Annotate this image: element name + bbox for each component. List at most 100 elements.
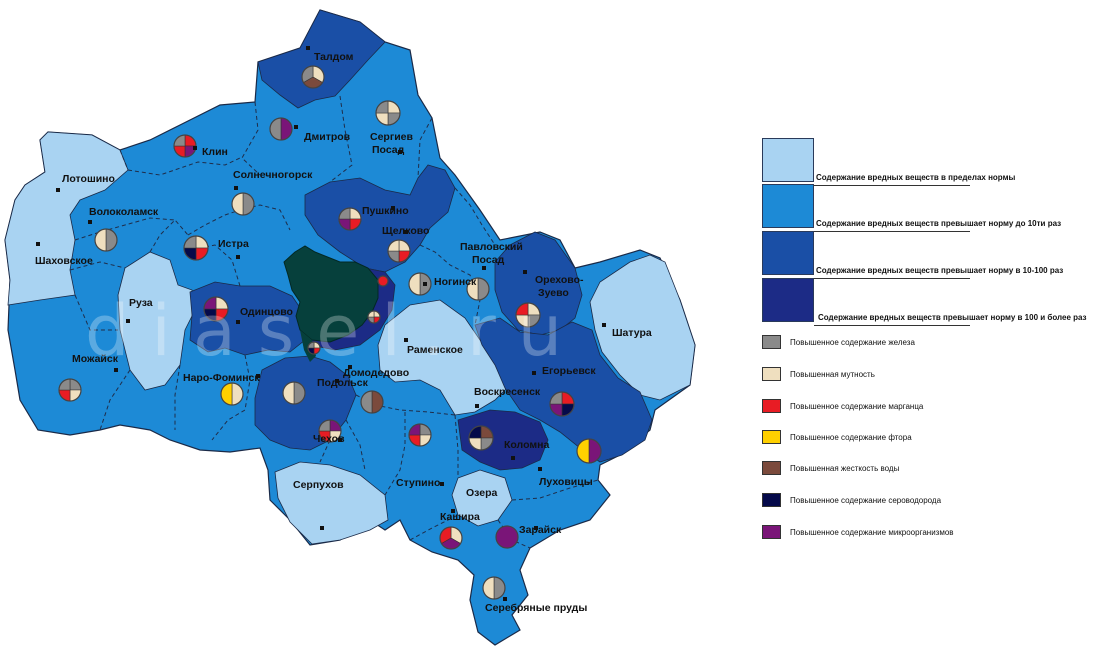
- pie-outline: [468, 425, 494, 451]
- pie-moscow-small3: [307, 341, 321, 355]
- pie-outline: [466, 277, 490, 301]
- city-label-pavlposad2: Посад: [472, 254, 505, 266]
- city-marker-shakhovskoe: [36, 242, 40, 246]
- district-border: [69, 261, 126, 271]
- city-label-kashira: Кашира: [440, 511, 480, 523]
- city-marker-shchelkovo: [404, 230, 408, 234]
- pie-klin: [173, 134, 197, 158]
- city-marker-serpukhov: [320, 526, 324, 530]
- pie-stupino: [408, 423, 432, 447]
- city-label-mozhaysk: Можайск: [72, 353, 119, 365]
- city-label-orekhovo2: Зуево: [538, 287, 569, 299]
- city-label-ramenskoe: Раменское: [407, 344, 463, 356]
- city-label-lukhovitsy: Луховицы: [539, 476, 593, 488]
- zone-serpukhov: [274, 461, 389, 545]
- city-marker-orekhovo2: [523, 270, 527, 274]
- city-label-ruza: Руза: [129, 297, 153, 309]
- city-marker-kashira: [451, 509, 455, 513]
- city-marker-dmitrov: [294, 125, 298, 129]
- district-border: [74, 217, 176, 241]
- city-label-domodedovo: Домодедово: [343, 367, 409, 379]
- city-label-stupino: Ступино: [396, 477, 440, 489]
- pie-kolomna: [468, 425, 494, 451]
- pie-shchelkovo: [387, 239, 411, 263]
- city-marker-voskresensk: [475, 404, 479, 408]
- pie-outline: [307, 341, 321, 355]
- district-border: [174, 364, 181, 430]
- city-label-dmitrov: Дмитров: [304, 131, 351, 143]
- city-label-klin: Клин: [202, 146, 228, 158]
- city-label-pavlposad1: Павловский: [460, 241, 523, 253]
- city-marker-klin: [193, 146, 197, 150]
- city-marker-lotoshino: [56, 188, 60, 192]
- pie-istra: [183, 235, 209, 261]
- watermark: diasel.ru: [85, 290, 584, 372]
- district-border: [384, 412, 406, 496]
- city-label-shatura: Шатура: [612, 327, 652, 339]
- pie-outline: [549, 391, 575, 417]
- city-label-istra: Истра: [218, 238, 249, 250]
- city-marker-podolsk: [335, 379, 339, 383]
- city-marker-serprudy: [503, 597, 507, 601]
- city-marker-egorievsk: [532, 371, 536, 375]
- pie-lukhovitsy: [576, 438, 602, 464]
- city-marker-ruza: [126, 319, 130, 323]
- city-label-taldom: Талдом: [314, 51, 354, 63]
- pie-serprudy: [482, 576, 506, 600]
- pie-outline: [301, 65, 325, 89]
- city-label-sergiev2: Посад: [372, 144, 405, 156]
- pie-outline: [408, 272, 432, 296]
- district-border: [149, 219, 189, 253]
- pie-slice-manganese: [378, 276, 388, 286]
- district-border: [329, 95, 353, 183]
- city-label-orekhovo1: Орехово-: [535, 274, 584, 286]
- district-border: [211, 354, 251, 441]
- pie-chekhov: [318, 419, 342, 443]
- pie-kashira: [439, 526, 463, 550]
- city-marker-taldom: [306, 46, 310, 50]
- city-label-pushkino: Пушкино: [362, 205, 409, 217]
- city-label-voskresensk: Воскресенск: [474, 386, 541, 398]
- zone-kolomna: [457, 409, 549, 471]
- city-label-shakhovskoe: Шаховское: [35, 255, 93, 267]
- city-marker-mozhaysk: [114, 368, 118, 372]
- pie-outline: [58, 378, 82, 402]
- pie-dmitrov: [269, 117, 293, 141]
- pie-outline: [367, 310, 381, 324]
- pie-outline: [482, 576, 506, 600]
- moscow-city: [283, 245, 379, 343]
- city-marker-zaraysk: [534, 526, 538, 530]
- city-label-sergiev1: Сергиев: [370, 131, 414, 143]
- city-label-serpukhov: Серпухов: [293, 479, 344, 491]
- district-border: [454, 414, 459, 478]
- city-label-podolsk: Подольск: [317, 377, 369, 389]
- city-label-solnech: Солнечногорск: [233, 169, 313, 181]
- pie-outline: [439, 526, 463, 550]
- zone-orekhovo: [494, 231, 583, 336]
- pie-pushkino: [338, 207, 362, 231]
- pie-outline: [282, 381, 306, 405]
- district-border: [119, 149, 129, 171]
- zone-ruza: [117, 251, 196, 391]
- district-border: [241, 101, 261, 176]
- district-border: [511, 479, 599, 501]
- zone-pushkino-shchelkovo: [304, 164, 456, 273]
- city-marker-shatura: [602, 323, 606, 327]
- pie-outline: [203, 296, 229, 322]
- pie-outline: [360, 390, 384, 414]
- city-label-ozery: Озера: [466, 487, 498, 499]
- city-marker-istra: [236, 255, 240, 259]
- pie-outline: [408, 423, 432, 447]
- city-marker-naro: [256, 374, 260, 378]
- city-marker-stupino: [440, 482, 444, 486]
- pie-egorievsk: [549, 391, 575, 417]
- pie-outline: [94, 228, 118, 252]
- city-label-noginsk: Ногинск: [434, 276, 477, 288]
- pie-sergiev: [375, 100, 401, 126]
- city-label-chekhov: Чехов: [313, 433, 345, 445]
- pie-moscow-small1: [377, 275, 389, 287]
- city-marker-noginsk: [423, 282, 427, 286]
- city-marker-odintsovo: [236, 320, 240, 324]
- district-border: [417, 117, 433, 179]
